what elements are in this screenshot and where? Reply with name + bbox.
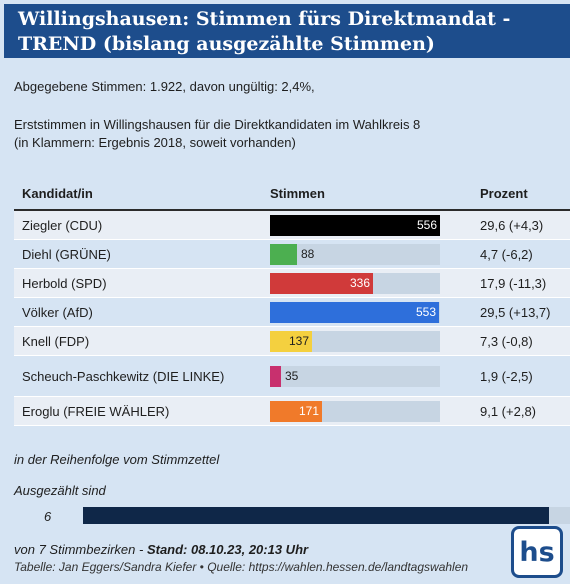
table-header-row: Kandidat/in Stimmen Prozent	[14, 177, 570, 211]
percent-cell: 29,5 (+13,7)	[476, 297, 570, 327]
candidate-name: Ziegler (CDU)	[14, 210, 270, 240]
vote-bar	[270, 214, 440, 236]
candidate-name: Völker (AfD)	[14, 297, 270, 327]
percent-cell: 1,9 (-2,5)	[476, 355, 570, 397]
vote-bar-track: 171	[270, 400, 440, 422]
vote-bar	[270, 272, 373, 294]
vote-value: 35	[285, 368, 299, 383]
title-line-1: Willingshausen: Stimmen fürs Direktmanda…	[18, 8, 511, 30]
header-candidate: Kandidat/in	[14, 177, 270, 211]
table-row: Eroglu (FREIE WÄHLER) 171 9,1 (+2,8)	[14, 396, 570, 426]
status-line: von 7 Stimmbezirken - Stand: 08.10.23, 2…	[14, 541, 308, 559]
counted-value: 6	[44, 509, 52, 524]
source-line: Tabelle: Jan Eggers/Sandra Kiefer • Quel…	[14, 560, 469, 574]
status-prefix: von 7 Stimmbezirken -	[14, 542, 147, 557]
votes-cell: 171	[270, 396, 476, 426]
hs-logo: hs	[511, 526, 563, 578]
votes-cell: 553	[270, 297, 476, 327]
candidate-name: Scheuch-Paschkewitz (DIE LINKE)	[14, 355, 270, 397]
table-row: Diehl (GRÜNE) 88 4,7 (-6,2)	[14, 239, 570, 269]
vote-bar	[270, 243, 297, 265]
votes-cell: 336	[270, 268, 476, 298]
description-note: (in Klammern: Ergebnis 2018, soweit vorh…	[14, 135, 296, 150]
vote-bar-track: 556	[270, 214, 440, 236]
vote-bar	[270, 330, 312, 352]
vote-bar-track: 88	[270, 243, 440, 265]
vote-value: 137	[288, 333, 309, 348]
votes-cell: 137	[270, 326, 476, 356]
table-row: Ziegler (CDU) 556 29,6 (+4,3)	[14, 210, 570, 240]
votes-cell: 556	[270, 210, 476, 240]
chart-title: Willingshausen: Stimmen fürs Direktmanda…	[4, 4, 570, 58]
votes-cell: 35	[270, 355, 476, 397]
percent-cell: 17,9 (-11,3)	[476, 268, 570, 298]
votes-cell: 88	[270, 239, 476, 269]
results-table: Kandidat/in Stimmen Prozent Ziegler (CDU…	[14, 177, 570, 426]
header-votes: Stimmen	[270, 177, 476, 211]
vote-value: 88	[301, 246, 315, 261]
table-row: Völker (AfD) 553 29,5 (+13,7)	[14, 297, 570, 327]
counted-progress-fill	[83, 507, 550, 524]
vote-bar-track: 137	[270, 330, 440, 352]
percent-cell: 9,1 (+2,8)	[476, 396, 570, 426]
percent-cell: 29,6 (+4,3)	[476, 210, 570, 240]
percent-cell: 4,7 (-6,2)	[476, 239, 570, 269]
candidate-name: Herbold (SPD)	[14, 268, 270, 298]
votes-cast-info: Abgegebene Stimmen: 1.922, davon ungülti…	[14, 79, 315, 94]
table-row: Knell (FDP) 137 7,3 (-0,8)	[14, 326, 570, 356]
candidate-name: Eroglu (FREIE WÄHLER)	[14, 396, 270, 426]
vote-value: 553	[415, 304, 436, 319]
description-line: Erststimmen in Willingshausen für die Di…	[14, 117, 421, 132]
vote-bar	[270, 301, 439, 323]
order-note: in der Reihenfolge vom Stimmzettel	[14, 452, 220, 467]
vote-bar	[270, 400, 322, 422]
title-line-2: TREND (bislang ausgezählte Stimmen)	[18, 33, 435, 55]
vote-value: 336	[349, 275, 370, 290]
results-body: Ziegler (CDU) 556 29,6 (+4,3) Diehl (GRÜNE)…	[14, 210, 570, 426]
status-stand: Stand: 08.10.23, 20:13 Uhr	[146, 542, 309, 557]
vote-bar	[270, 365, 281, 387]
vote-bar-track: 35	[270, 365, 440, 387]
vote-bar-track: 553	[270, 301, 440, 323]
counted-label: Ausgezählt sind	[14, 483, 106, 498]
vote-bar-track: 336	[270, 272, 440, 294]
vote-value: 171	[298, 403, 319, 418]
counted-progress-track	[83, 507, 570, 524]
vote-value: 556	[416, 217, 437, 232]
percent-cell: 7,3 (-0,8)	[476, 326, 570, 356]
candidate-name: Knell (FDP)	[14, 326, 270, 356]
candidate-name: Diehl (GRÜNE)	[14, 239, 270, 269]
header-percent: Prozent	[476, 177, 570, 211]
table-row: Herbold (SPD) 336 17,9 (-11,3)	[14, 268, 570, 298]
table-row: Scheuch-Paschkewitz (DIE LINKE) 35 1,9 (-2…	[14, 355, 570, 397]
